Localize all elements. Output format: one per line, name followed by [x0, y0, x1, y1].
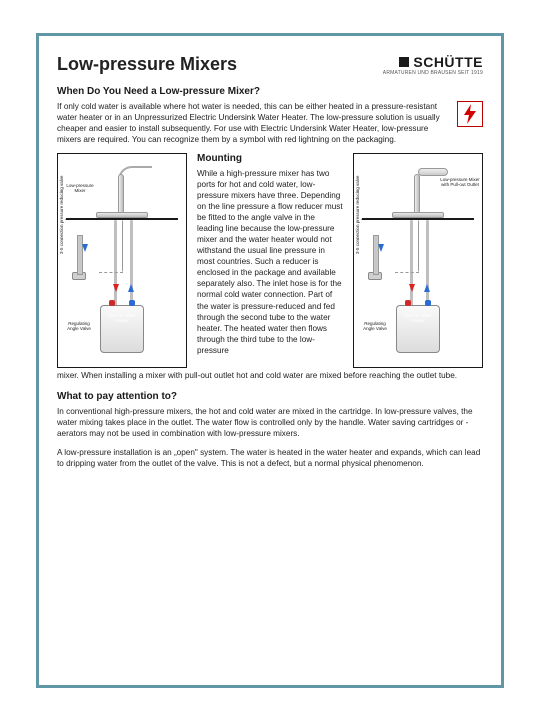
brand-name: SCHÜTTE — [399, 54, 483, 70]
arrow-cold-down-icon — [378, 244, 384, 252]
valve-label: Regulating Angle Valve — [358, 322, 392, 332]
hose-inlet — [418, 220, 419, 272]
faucet-stem-icon — [414, 174, 420, 214]
heater-label: Electric Water Heater — [398, 314, 438, 324]
when-heading: When Do You Need a Low-pressure Mixer? — [57, 86, 483, 97]
arrow-cold-up-icon — [424, 284, 430, 292]
diagram-left: Electric Water Heater Low-pressure Mixer… — [57, 153, 187, 368]
arrow-hot-icon — [409, 284, 415, 292]
faucet-spout-icon — [418, 168, 448, 176]
mixer-label: Low-pressure Mixer — [62, 184, 98, 194]
faucet-stem-icon — [118, 174, 124, 214]
lightning-icon — [457, 101, 483, 127]
section-when: When Do You Need a Low-pressure Mixer? I… — [57, 86, 483, 145]
attention-p2: A low-pressure installation is an „open"… — [57, 447, 483, 469]
mounting-body: While a high-pressure mixer has two port… — [197, 168, 343, 356]
angle-valve-icon — [72, 272, 86, 280]
valve-label: Regulating Angle Valve — [62, 322, 96, 332]
diagram-right: Electric Water Heater Low-pressure Mixer… — [353, 153, 483, 368]
hose-inlet — [122, 220, 123, 272]
section-attention: What to pay attention to? In conventiona… — [57, 391, 483, 469]
reducer-label: 3-5 connection pressure reducing valve — [356, 240, 361, 254]
document-frame: Low-pressure Mixers SCHÜTTE ARMATUREN UN… — [36, 33, 504, 688]
reducer-label: 3-5 connection pressure reducing valve — [60, 240, 65, 254]
heater-label: Electric Water Heater — [102, 314, 142, 324]
header: Low-pressure Mixers SCHÜTTE ARMATUREN UN… — [57, 54, 483, 76]
water-heater-icon: Electric Water Heater — [100, 305, 144, 353]
water-heater-icon: Electric Water Heater — [396, 305, 440, 353]
brand-mark-icon — [399, 57, 409, 67]
section-mounting: Electric Water Heater Low-pressure Mixer… — [57, 153, 483, 368]
arrow-cold-up-icon — [128, 284, 134, 292]
brand-name-text: SCHÜTTE — [413, 54, 483, 70]
angle-valve-icon — [368, 272, 382, 280]
arrow-cold-down-icon — [82, 244, 88, 252]
when-body: If only cold water is available where ho… — [57, 101, 483, 145]
page-title: Low-pressure Mixers — [57, 54, 237, 75]
mounting-continuation: mixer. When installing a mixer with pull… — [57, 370, 483, 381]
attention-heading: What to pay attention to? — [57, 391, 483, 402]
counter-edge — [65, 218, 83, 220]
mixer-label: Low-pressure Mixer with Pull-out Outlet — [440, 178, 480, 188]
counter-edge — [361, 218, 379, 220]
brand-logo: SCHÜTTE ARMATUREN UND BRAUSEN SEIT 1919 — [383, 54, 483, 76]
attention-p1: In conventional high-pressure mixers, th… — [57, 406, 483, 439]
mounting-column: Mounting While a high-pressure mixer has… — [197, 153, 343, 368]
brand-tagline: ARMATUREN UND BRAUSEN SEIT 1919 — [383, 70, 483, 76]
arrow-hot-icon — [113, 284, 119, 292]
mounting-heading: Mounting — [197, 153, 343, 164]
